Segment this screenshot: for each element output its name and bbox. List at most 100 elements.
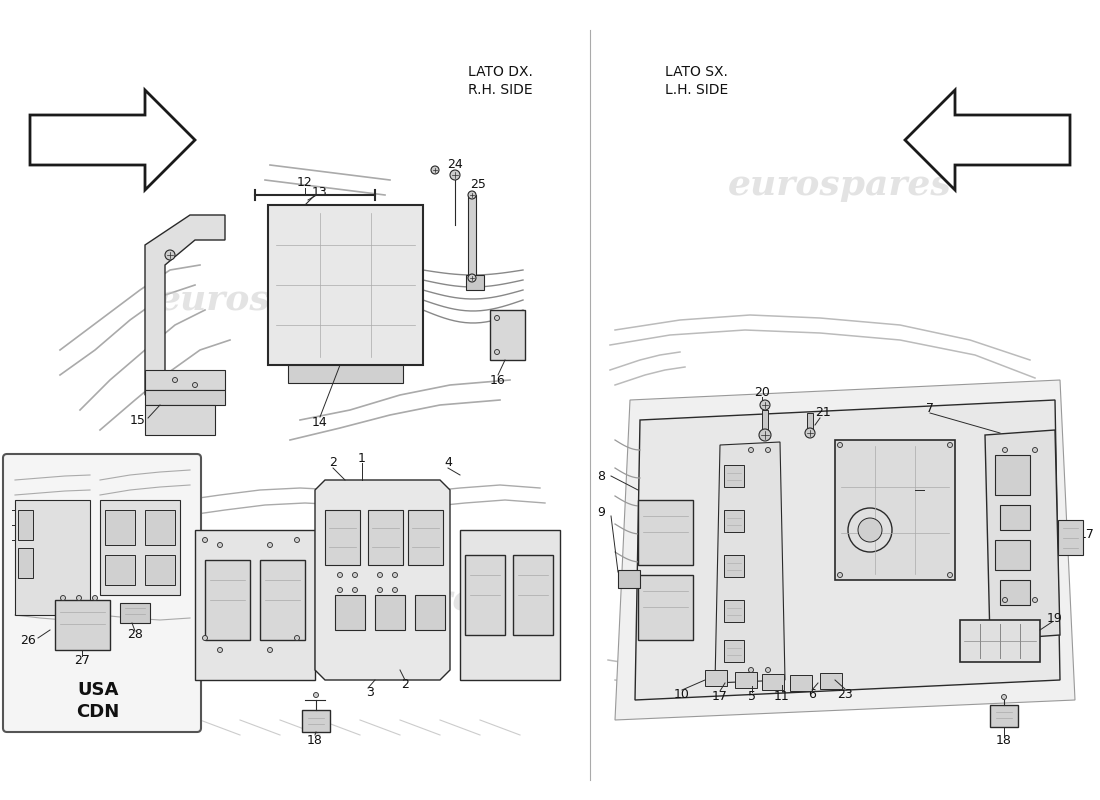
Text: 22: 22 xyxy=(922,483,938,497)
Circle shape xyxy=(837,573,843,578)
Text: 13: 13 xyxy=(312,186,328,199)
Text: 5: 5 xyxy=(748,690,756,703)
Text: 6: 6 xyxy=(808,689,816,702)
Bar xyxy=(807,413,813,433)
Bar xyxy=(990,705,1018,727)
Circle shape xyxy=(338,587,342,593)
Circle shape xyxy=(202,538,208,542)
Bar xyxy=(302,710,330,732)
Circle shape xyxy=(295,635,299,641)
Circle shape xyxy=(352,587,358,593)
Bar xyxy=(468,195,476,280)
Text: 4: 4 xyxy=(444,457,452,470)
Circle shape xyxy=(760,400,770,410)
Bar xyxy=(120,603,150,623)
Bar xyxy=(104,555,135,585)
Circle shape xyxy=(267,542,273,547)
Circle shape xyxy=(377,573,383,578)
Text: 15: 15 xyxy=(130,414,146,426)
Bar xyxy=(996,455,1030,495)
Circle shape xyxy=(837,442,843,447)
Polygon shape xyxy=(615,380,1075,720)
Circle shape xyxy=(92,595,98,601)
Bar xyxy=(724,510,744,532)
Bar xyxy=(100,500,180,595)
Text: eurospares: eurospares xyxy=(158,283,382,317)
Text: 26: 26 xyxy=(20,634,36,646)
Text: 10: 10 xyxy=(674,689,690,702)
Circle shape xyxy=(165,250,175,260)
Text: 27: 27 xyxy=(74,654,90,666)
Bar xyxy=(762,410,768,435)
Bar xyxy=(415,595,446,630)
Text: 21: 21 xyxy=(815,406,830,419)
Bar xyxy=(375,595,405,630)
Circle shape xyxy=(805,428,815,438)
Bar xyxy=(368,510,403,565)
Text: 25: 25 xyxy=(470,178,486,191)
Circle shape xyxy=(218,542,222,547)
Text: 17: 17 xyxy=(1079,529,1094,542)
Text: LATO SX.
L.H. SIDE: LATO SX. L.H. SIDE xyxy=(666,65,728,98)
Bar xyxy=(724,555,744,577)
Bar xyxy=(618,570,640,588)
Circle shape xyxy=(393,573,397,578)
Text: 11: 11 xyxy=(774,690,790,702)
Bar xyxy=(638,575,693,640)
Bar xyxy=(205,560,250,640)
Bar xyxy=(996,540,1030,570)
Bar xyxy=(1000,505,1030,530)
Text: 3: 3 xyxy=(366,686,374,699)
Circle shape xyxy=(759,429,771,441)
Circle shape xyxy=(1001,694,1006,699)
Text: 2: 2 xyxy=(402,678,409,691)
Bar xyxy=(15,500,90,615)
Circle shape xyxy=(60,595,66,601)
Bar xyxy=(638,500,693,565)
Text: 2: 2 xyxy=(329,457,337,470)
Bar xyxy=(735,672,757,688)
Circle shape xyxy=(314,693,319,698)
Circle shape xyxy=(77,595,81,601)
Bar xyxy=(960,620,1040,662)
Circle shape xyxy=(267,647,273,653)
Text: eurospares: eurospares xyxy=(273,583,497,617)
Text: CDN: CDN xyxy=(76,703,120,721)
Bar xyxy=(260,560,305,640)
Text: 24: 24 xyxy=(447,158,463,171)
Bar xyxy=(104,510,135,545)
Polygon shape xyxy=(315,480,450,680)
Text: 18: 18 xyxy=(997,734,1012,746)
Text: 7: 7 xyxy=(926,402,934,414)
FancyBboxPatch shape xyxy=(3,454,201,732)
Circle shape xyxy=(1002,447,1008,453)
Text: 1: 1 xyxy=(359,451,366,465)
Circle shape xyxy=(202,635,208,641)
Circle shape xyxy=(947,442,953,447)
Bar xyxy=(1058,520,1084,555)
Text: 14: 14 xyxy=(312,415,328,429)
Bar xyxy=(790,675,812,691)
Circle shape xyxy=(393,587,397,593)
Text: 28: 28 xyxy=(128,629,143,642)
Circle shape xyxy=(192,382,198,387)
Bar xyxy=(835,440,955,580)
Bar xyxy=(705,670,727,686)
Text: eurospares: eurospares xyxy=(728,623,952,657)
Bar xyxy=(820,673,842,689)
Circle shape xyxy=(468,274,476,282)
Bar xyxy=(408,510,443,565)
Circle shape xyxy=(295,538,299,542)
Circle shape xyxy=(858,518,882,542)
Circle shape xyxy=(468,191,476,199)
Circle shape xyxy=(766,447,770,453)
Circle shape xyxy=(947,573,953,578)
Circle shape xyxy=(848,508,892,552)
Bar xyxy=(145,370,226,390)
Circle shape xyxy=(1033,447,1037,453)
Text: 17: 17 xyxy=(712,690,728,702)
Polygon shape xyxy=(905,90,1070,190)
Circle shape xyxy=(431,166,439,174)
Circle shape xyxy=(218,647,222,653)
Polygon shape xyxy=(30,90,195,190)
